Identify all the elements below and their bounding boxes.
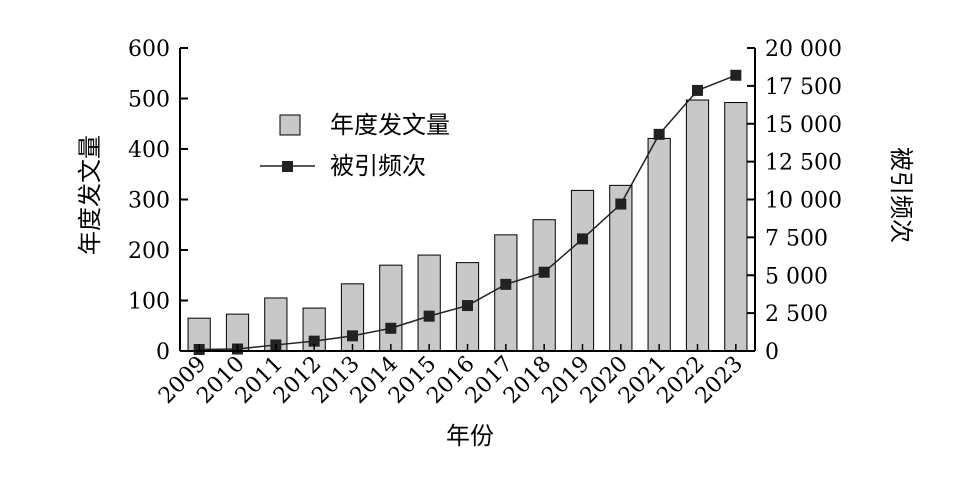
bar-2015 [417, 254, 441, 352]
y-axis-left-title: 年度发文量 [76, 135, 104, 255]
bar-2023 [724, 102, 748, 352]
bar-2014 [379, 264, 403, 352]
y-right-tick-label: 20 000 [765, 37, 842, 62]
y-left-tick-label: 500 [128, 88, 170, 113]
y-left-tick-label: 300 [128, 189, 170, 214]
citation-point-2014 [385, 322, 397, 334]
citation-point-2020 [615, 198, 627, 210]
citation-point-2022 [692, 84, 703, 96]
citation-point-2021 [653, 128, 665, 140]
legend-line-label: 被引频次 [330, 152, 426, 180]
bar-2017 [494, 234, 518, 352]
citation-point-2016 [462, 300, 473, 312]
citation-point-2019 [577, 233, 588, 245]
x-axis-title: 年份 [446, 422, 494, 450]
y-axis-right-title: 被引频次 [887, 147, 915, 243]
legend-line-marker [282, 161, 293, 172]
y-right-tick-label: 2 500 [765, 302, 828, 327]
y-right-tick-label: 17 500 [765, 75, 842, 100]
bar-2022 [685, 99, 710, 352]
bar-2021 [647, 137, 671, 352]
y-right-tick-label: 10 000 [765, 189, 842, 214]
citation-point-2017 [500, 278, 512, 290]
citation-point-2012 [308, 335, 320, 347]
y-right-tick-label: 12 500 [765, 151, 842, 176]
citation-point-2023 [730, 69, 742, 81]
bar-2019 [570, 189, 595, 352]
y-left-tick-label: 600 [128, 37, 170, 62]
bar-2018 [532, 219, 556, 352]
y-left-tick-label: 100 [128, 290, 170, 315]
y-left-tick-label: 200 [128, 239, 170, 264]
y-right-tick-label: 0 [765, 340, 779, 365]
legend-bar-label: 年度发文量 [330, 111, 450, 139]
legend: 年度发文量 被引频次 [260, 111, 450, 180]
citation-point-2018 [538, 266, 550, 278]
y-right-tick-label: 15 000 [765, 113, 842, 138]
y-right-tick-label: 5 000 [765, 264, 828, 289]
citation-point-2015 [423, 310, 435, 322]
citation-point-2013 [347, 330, 358, 342]
y-right-tick-label: 7 500 [765, 226, 828, 251]
y-left-tick-label: 0 [156, 340, 170, 365]
legend-bar-swatch [279, 114, 301, 136]
ticks [180, 47, 755, 352]
y-left-tick-label: 400 [128, 138, 170, 163]
